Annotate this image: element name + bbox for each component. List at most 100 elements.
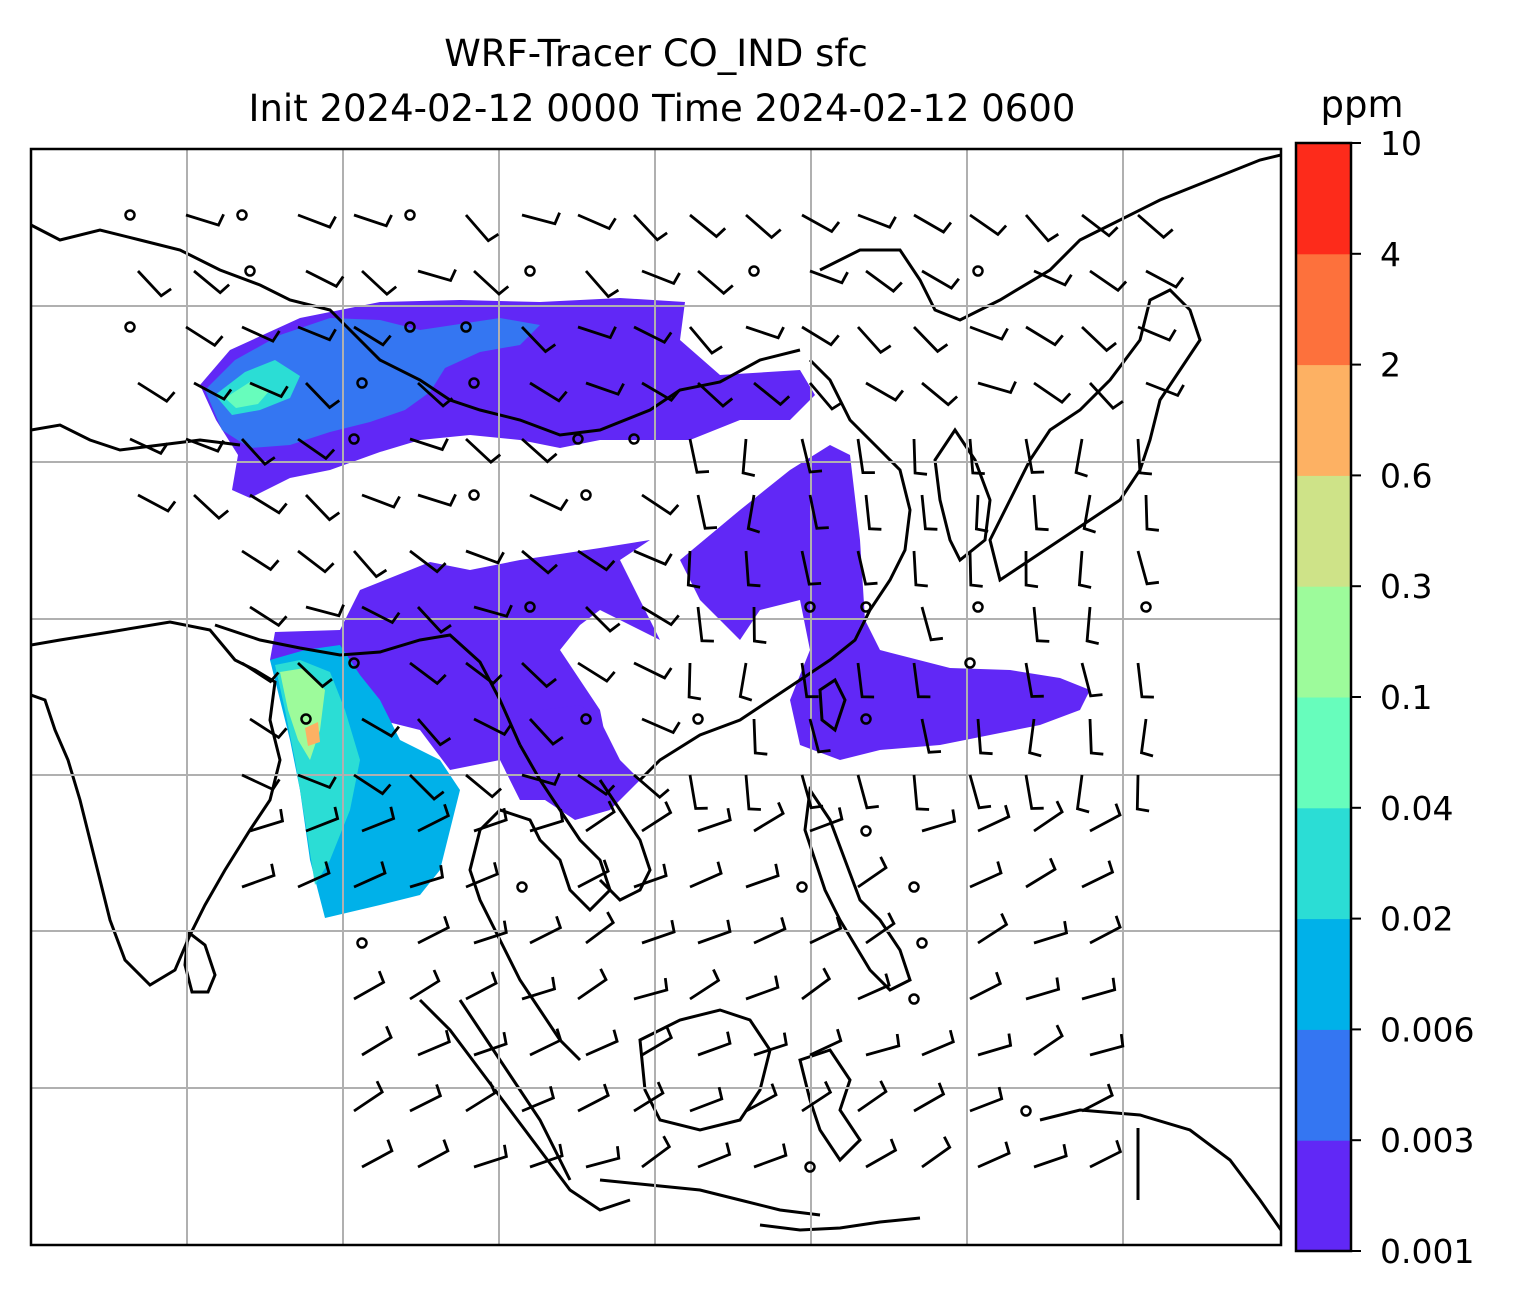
wind-barb — [409, 969, 441, 1001]
wind-barb — [1033, 1024, 1064, 1057]
wind-barb — [241, 549, 280, 572]
coast-sulawesi — [798, 1048, 862, 1163]
calm-wind-marker — [692, 713, 704, 725]
wind-barb — [528, 718, 564, 746]
wind-barb — [641, 605, 680, 627]
wind-barb — [416, 718, 452, 747]
wind-barb — [753, 381, 791, 407]
wind-barb — [1082, 494, 1097, 534]
wind-barb — [361, 717, 400, 738]
wind-barb — [473, 269, 510, 296]
wind-barb — [752, 606, 767, 644]
coast-lesser-sunda — [759, 1216, 921, 1232]
wind-barb — [361, 1025, 393, 1057]
wind-barb — [585, 911, 616, 945]
wind-barb — [808, 494, 829, 530]
tracer-plume-northwest-peak — [225, 382, 270, 408]
wind-barb — [976, 718, 993, 756]
wind-barb — [353, 773, 392, 796]
wind-barb — [808, 718, 831, 754]
wind-barb — [1025, 857, 1057, 889]
calm-wind-marker — [860, 601, 872, 613]
wind-barb — [856, 774, 879, 810]
wind-barb — [697, 381, 734, 408]
calm-wind-marker — [804, 1161, 816, 1173]
wind-barb — [361, 806, 396, 833]
wind-barb — [1032, 494, 1049, 532]
calm-wind-marker — [236, 209, 248, 221]
wind-barbs — [124, 209, 1185, 1173]
wind-barb — [521, 772, 561, 786]
colorbar-tick-label: 0.3 — [1380, 567, 1432, 606]
wind-barb — [865, 269, 903, 293]
wind-barb — [465, 861, 500, 889]
wind-barb — [1033, 800, 1064, 833]
wind-barb — [745, 863, 780, 889]
wind-barb — [305, 806, 340, 833]
wind-barb — [1032, 606, 1050, 643]
wind-barb — [473, 604, 513, 618]
colorbar-segment — [1296, 364, 1351, 476]
wind-barb — [801, 967, 832, 1001]
coast-java — [599, 1178, 821, 1217]
wind-barb — [352, 550, 388, 579]
calm-wind-marker — [748, 265, 760, 277]
calm-wind-marker — [916, 937, 928, 949]
wind-barb — [641, 1135, 672, 1169]
wind-barb — [304, 382, 341, 410]
wind-barb — [857, 973, 891, 1001]
wind-barb — [921, 809, 957, 833]
wind-barb — [361, 1139, 394, 1169]
wind-barb — [689, 213, 727, 239]
wind-barb — [1024, 774, 1044, 810]
colorbar-tick-label: 0.6 — [1380, 456, 1432, 495]
calm-wind-marker — [356, 937, 368, 949]
coast-taiwan — [818, 677, 847, 733]
wind-barb — [1033, 269, 1073, 287]
wind-barb — [1081, 977, 1117, 1001]
calm-wind-marker — [796, 881, 808, 893]
calm-wind-marker — [356, 377, 368, 389]
calm-wind-marker — [124, 209, 136, 221]
wind-barb — [920, 494, 938, 531]
gridlines — [31, 149, 1281, 1245]
tracer-plume-east-band — [680, 445, 1090, 760]
colorbar-frame — [1294, 141, 1353, 1253]
wind-barb — [856, 438, 875, 474]
wind-barb — [809, 916, 843, 945]
wind-barb — [1089, 915, 1122, 945]
wind-barb — [1081, 1083, 1114, 1113]
wind-barb — [129, 437, 169, 456]
wind-barb — [137, 493, 177, 513]
wind-barb — [921, 381, 959, 407]
wind-barb — [1033, 1143, 1068, 1169]
wind-barb — [585, 381, 625, 396]
wind-barb — [1145, 269, 1185, 289]
coast-vietnam — [598, 779, 652, 902]
wind-barb — [241, 325, 281, 343]
wind-barb — [1136, 438, 1153, 476]
wind-barb — [977, 804, 1011, 833]
wind-barb — [633, 863, 668, 889]
wind-barb — [193, 269, 231, 295]
map-frame — [29, 147, 1283, 1247]
wind-barb — [417, 493, 457, 507]
wind-barb — [1136, 662, 1154, 699]
wind-barb — [1139, 718, 1154, 758]
wind-barb — [529, 1028, 563, 1057]
wind-barb — [641, 1026, 674, 1057]
colorbar-segment — [1296, 807, 1351, 920]
wind-barb — [417, 1029, 451, 1057]
wind-barb — [968, 774, 992, 810]
wind-barb — [969, 861, 1003, 889]
wind-barb — [521, 437, 558, 464]
wind-barb — [249, 605, 288, 628]
calm-wind-marker — [572, 433, 584, 445]
colorbar-segment — [1296, 143, 1351, 255]
wind-barb — [1077, 550, 1092, 589]
wind-barb — [577, 773, 616, 797]
colorbar-tick-label: 10 — [1380, 124, 1422, 163]
map-panel — [31, 149, 1281, 1245]
wind-barb — [977, 913, 1009, 945]
wind-barb — [529, 915, 563, 945]
